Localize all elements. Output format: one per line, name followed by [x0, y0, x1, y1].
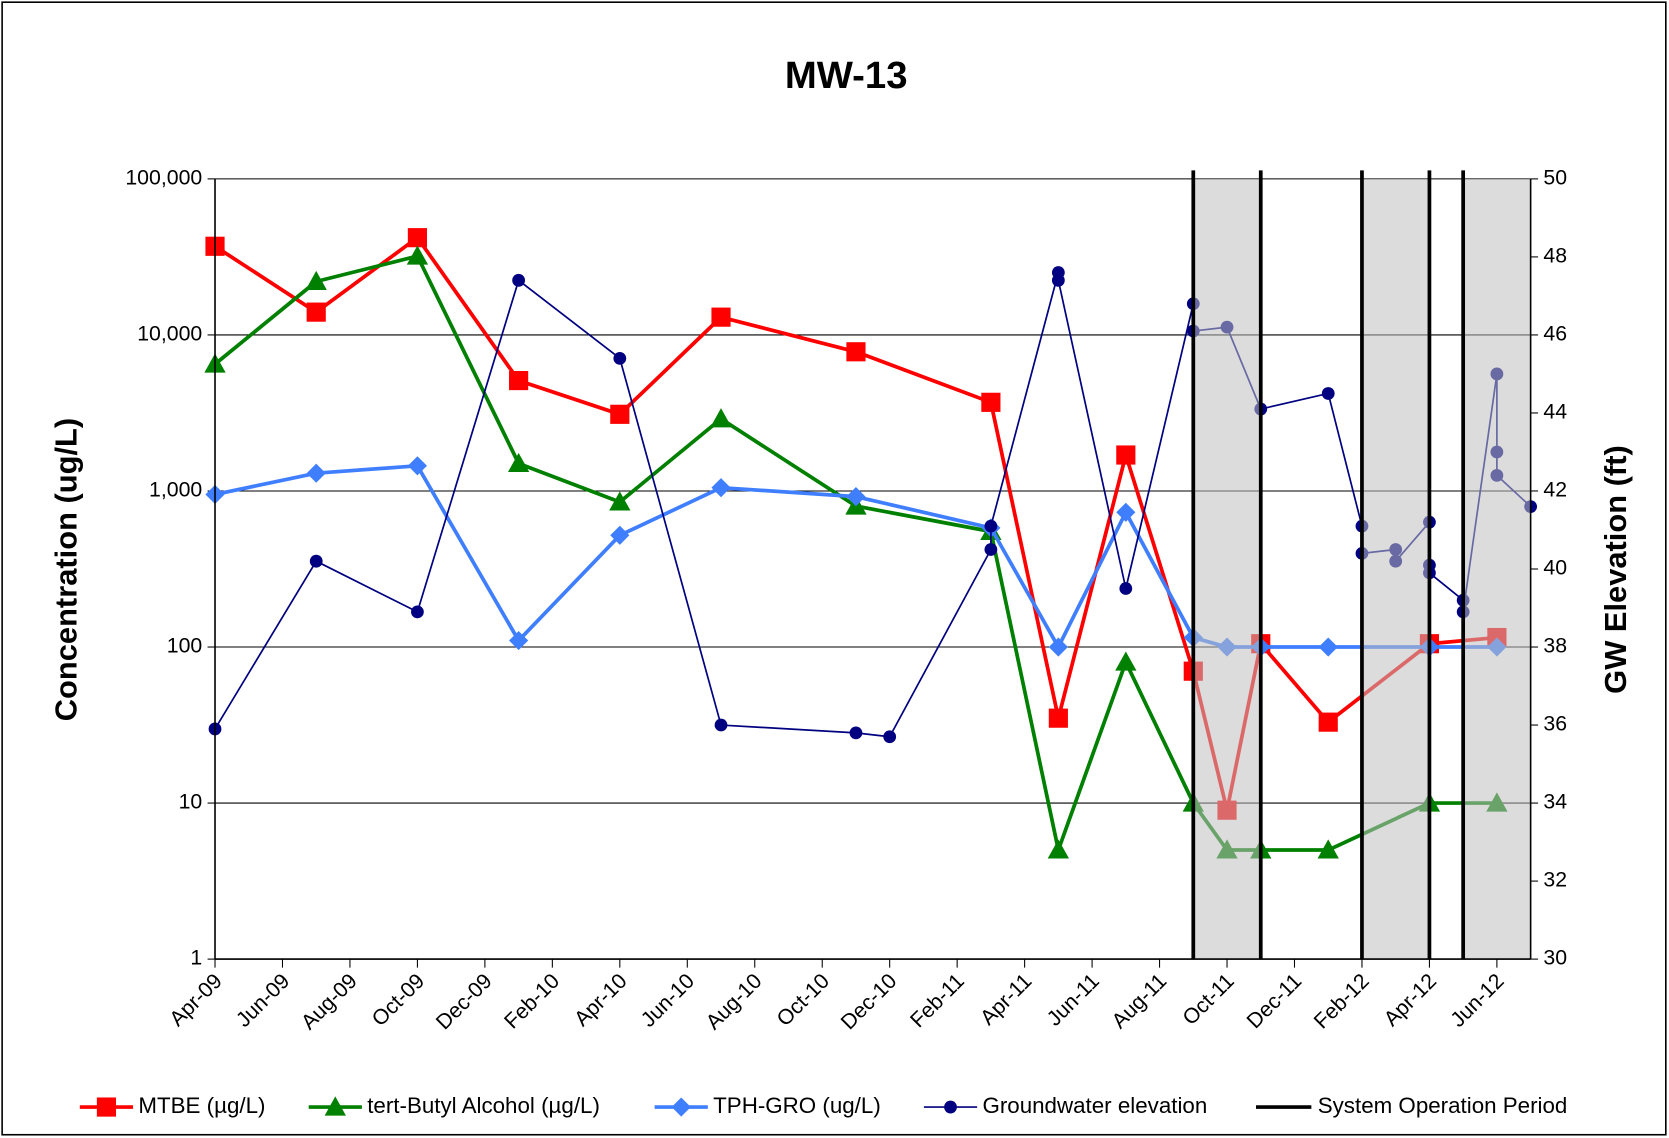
plot-area: [215, 178, 1531, 960]
series-line: [213, 254, 1497, 852]
y-tick-label: 100: [167, 634, 202, 658]
legend-item: System Operation Period: [1256, 1093, 1567, 1118]
marker-square: [981, 392, 1001, 412]
marker-circle: [411, 605, 424, 619]
operation-shade: [1361, 178, 1430, 960]
marker-square: [1048, 708, 1068, 728]
marker-diamond: [711, 478, 731, 498]
y2-tick-label: 30: [1543, 946, 1567, 970]
chart-title: MW-13: [785, 54, 908, 97]
legend-label: System Operation Period: [1318, 1093, 1568, 1118]
operation-shade: [1463, 178, 1531, 960]
legend-item: Groundwater elevation: [923, 1093, 1207, 1118]
marker-triangle: [324, 1096, 346, 1116]
y-axis-title: Concentration (ug/L): [48, 418, 83, 721]
legend-item: TPH-GRO (ug/L): [654, 1093, 881, 1118]
y2-tick-label: 38: [1543, 634, 1567, 658]
legend-label: MTBE (µg/L): [138, 1093, 265, 1118]
marker-square: [509, 370, 529, 391]
legend-label: TPH-GRO (ug/L): [713, 1093, 881, 1118]
legend-label: Groundwater elevation: [982, 1093, 1207, 1118]
marker-circle: [1321, 387, 1335, 400]
y2-tick-label: 32: [1543, 868, 1567, 892]
legend-item: MTBE (µg/L): [79, 1093, 265, 1118]
marker-triangle: [507, 452, 530, 473]
operation-shade: [1193, 178, 1261, 960]
y-tick-label: 1: [190, 946, 202, 970]
marker-square: [610, 404, 630, 424]
marker-triangle: [406, 245, 429, 265]
marker-circle: [984, 543, 998, 556]
marker-square: [1116, 445, 1136, 465]
marker-triangle: [609, 491, 631, 511]
y2-tick-label: 42: [1543, 478, 1567, 502]
y2-tick-label: 50: [1543, 166, 1567, 190]
marker-square: [407, 228, 427, 248]
legend-item: tert-Butyl Alcohol (µg/L): [308, 1093, 600, 1118]
y-tick-label: 10,000: [137, 322, 202, 346]
marker-diamond: [306, 463, 326, 483]
marker-circle: [944, 1100, 957, 1114]
y2-axis-title: GW Elevation (ft): [1598, 445, 1633, 694]
marker-diamond: [509, 630, 529, 651]
y-tick-label: 1,000: [149, 478, 202, 502]
marker-circle: [714, 718, 728, 732]
marker-circle: [309, 554, 323, 568]
y-tick-label: 100,000: [125, 166, 202, 190]
marker-diamond: [846, 487, 866, 507]
marker-triangle: [1317, 839, 1339, 859]
marker-triangle: [1115, 651, 1137, 671]
series-line: [214, 463, 1497, 649]
series-line: [213, 235, 1498, 813]
y2-tick-label: 40: [1543, 556, 1567, 580]
legend-label: tert-Butyl Alcohol (µg/L): [367, 1093, 600, 1118]
y2-tick-label: 48: [1543, 244, 1567, 268]
marker-square: [711, 307, 731, 327]
marker-circle: [613, 351, 627, 365]
marker-circle: [984, 519, 998, 533]
y-tick-label: 10: [179, 790, 203, 814]
y2-tick-label: 34: [1543, 790, 1567, 814]
marker-triangle: [1047, 839, 1069, 859]
marker-circle: [1051, 273, 1065, 287]
marker-triangle: [305, 270, 327, 291]
marker-circle: [883, 730, 897, 744]
marker-diamond: [1048, 637, 1068, 657]
marker-diamond: [610, 525, 630, 545]
marker-diamond: [671, 1097, 691, 1117]
marker-square: [306, 302, 326, 322]
y2-tick-label: 46: [1543, 322, 1567, 346]
y2-tick-label: 44: [1543, 400, 1567, 424]
marker-square: [846, 342, 866, 362]
marker-square: [96, 1097, 117, 1117]
marker-circle: [512, 273, 526, 287]
marker-circle: [1119, 582, 1133, 595]
marker-square: [1318, 712, 1338, 732]
marker-circle: [849, 726, 863, 740]
y2-tick-label: 36: [1543, 712, 1567, 736]
marker-triangle: [710, 408, 732, 428]
